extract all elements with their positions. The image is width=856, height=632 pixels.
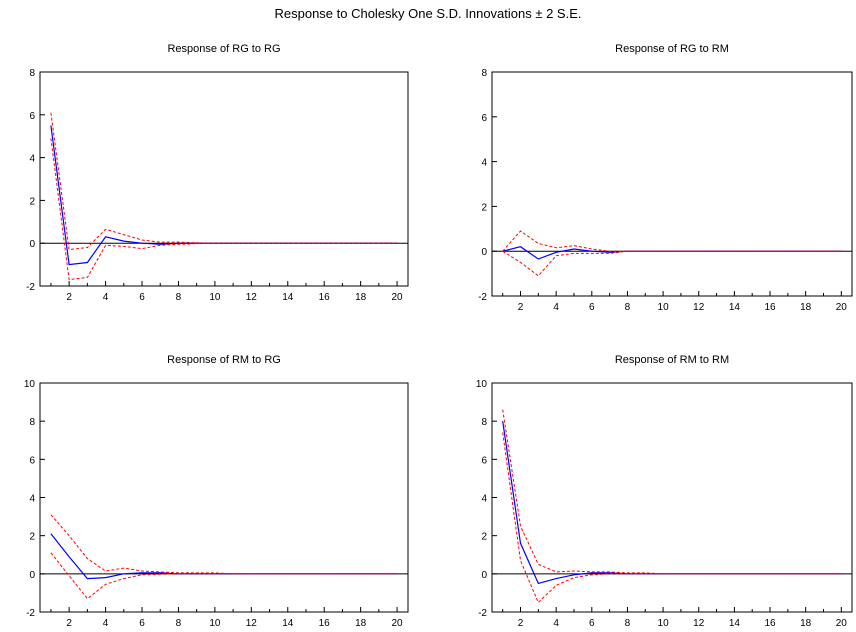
y-tick-label: 8 (481, 417, 487, 428)
y-tick-label: -2 (26, 282, 35, 293)
x-tick-label: 14 (729, 302, 741, 313)
confidence-band-upper (50, 112, 398, 251)
x-tick-label: 20 (836, 618, 848, 629)
x-tick-label: 16 (319, 618, 331, 629)
plot-frame (491, 382, 853, 613)
y-tick-label: 0 (481, 570, 487, 581)
x-tick-label: 20 (392, 292, 404, 303)
x-tick-label: 10 (658, 302, 670, 313)
x-tick-label: 4 (103, 618, 109, 629)
x-tick-label: 8 (625, 302, 631, 313)
panel-title: Response of RM to RM (615, 354, 729, 366)
y-tick-label: 10 (476, 379, 488, 390)
x-tick-label: 18 (800, 302, 812, 313)
x-tick-label: 14 (282, 618, 294, 629)
x-tick-label: 12 (693, 302, 705, 313)
plot-frame (39, 71, 409, 287)
y-tick-label: 6 (29, 111, 35, 122)
x-tick-label: 12 (693, 618, 705, 629)
x-tick-label: 8 (625, 618, 631, 629)
x-tick-label: 8 (176, 618, 182, 629)
confidence-band-upper (502, 409, 842, 575)
x-tick-label: 2 (518, 618, 524, 629)
plot-frame (491, 71, 853, 297)
x-tick-label: 4 (553, 302, 559, 313)
confidence-band-lower (502, 432, 842, 604)
panel-rg-to-rg: Response of RG to RG -2 0 2 4 6 8 2 4 6 8 10 12 14 16 1… (26, 43, 409, 303)
panel-title: Response of RG to RM (615, 43, 729, 55)
y-tick-label: 6 (29, 455, 35, 466)
panel-rm-to-rg: Response of RM to RG -2 0 2 4 6 8 10 2 4 6 8 10 12 14 1… (24, 354, 409, 629)
y-tick-label: 0 (481, 247, 487, 258)
y-tick-label: 2 (481, 532, 487, 543)
x-tick-label: 10 (658, 618, 670, 629)
y-tick-label: 4 (29, 494, 35, 505)
x-tick-label: 10 (209, 618, 221, 629)
x-tick-label: 20 (392, 618, 404, 629)
y-tick-label: -2 (26, 608, 35, 619)
x-tick-label: 6 (139, 618, 145, 629)
y-tick-label: 0 (29, 570, 35, 581)
response-line (50, 533, 398, 580)
x-tick-label: 14 (729, 618, 741, 629)
x-tick-label: 2 (66, 292, 72, 303)
x-tick-label: 10 (209, 292, 221, 303)
x-tick-label: 18 (800, 618, 812, 629)
panel-rg-to-rm: Response of RG to RM -2 0 2 4 6 8 2 4 6 8 10 12 14 16 1… (478, 43, 853, 313)
y-tick-label: 6 (481, 455, 487, 466)
confidence-band-upper (502, 230, 842, 252)
y-tick-label: 8 (29, 417, 35, 428)
y-tick-label: -2 (478, 292, 487, 303)
y-tick-label: 0 (29, 239, 35, 250)
x-tick-label: 6 (589, 618, 595, 629)
response-line (502, 421, 842, 585)
panel-title: Response of RG to RG (167, 43, 280, 55)
y-tick-label: 8 (481, 68, 487, 79)
x-tick-label: 20 (836, 302, 848, 313)
x-tick-label: 6 (589, 302, 595, 313)
x-tick-label: 2 (518, 302, 524, 313)
x-tick-label: 12 (246, 292, 258, 303)
y-tick-label: 2 (481, 202, 487, 213)
x-tick-label: 16 (764, 302, 776, 313)
response-line (50, 125, 398, 266)
x-tick-label: 8 (176, 292, 182, 303)
y-tick-label: 4 (481, 158, 487, 169)
x-tick-label: 12 (246, 618, 258, 629)
x-tick-label: 4 (103, 292, 109, 303)
confidence-band-lower (50, 138, 398, 281)
y-tick-label: -2 (478, 608, 487, 619)
x-tick-label: 16 (319, 292, 331, 303)
y-tick-label: 4 (481, 494, 487, 505)
x-tick-label: 14 (282, 292, 294, 303)
x-tick-label: 18 (355, 292, 367, 303)
x-tick-label: 18 (355, 618, 367, 629)
confidence-band-lower (502, 250, 842, 277)
confidence-band-lower (50, 552, 398, 600)
x-tick-label: 2 (66, 618, 72, 629)
x-tick-label: 6 (139, 292, 145, 303)
figure-title: Response to Cholesky One S.D. Innovation… (274, 6, 582, 21)
response-line (502, 246, 842, 260)
y-tick-label: 10 (24, 379, 36, 390)
y-tick-label: 2 (29, 532, 35, 543)
confidence-band-upper (50, 514, 398, 575)
y-tick-label: 2 (29, 196, 35, 207)
panel-title: Response of RM to RG (167, 354, 281, 366)
panel-rm-to-rm: Response of RM to RM -2 0 2 4 6 8 10 2 4 6 8 10 12 14 1… (476, 354, 853, 629)
x-tick-label: 16 (764, 618, 776, 629)
y-tick-label: 8 (29, 68, 35, 79)
y-tick-label: 4 (29, 154, 35, 165)
y-tick-label: 6 (481, 113, 487, 124)
x-tick-label: 4 (553, 618, 559, 629)
